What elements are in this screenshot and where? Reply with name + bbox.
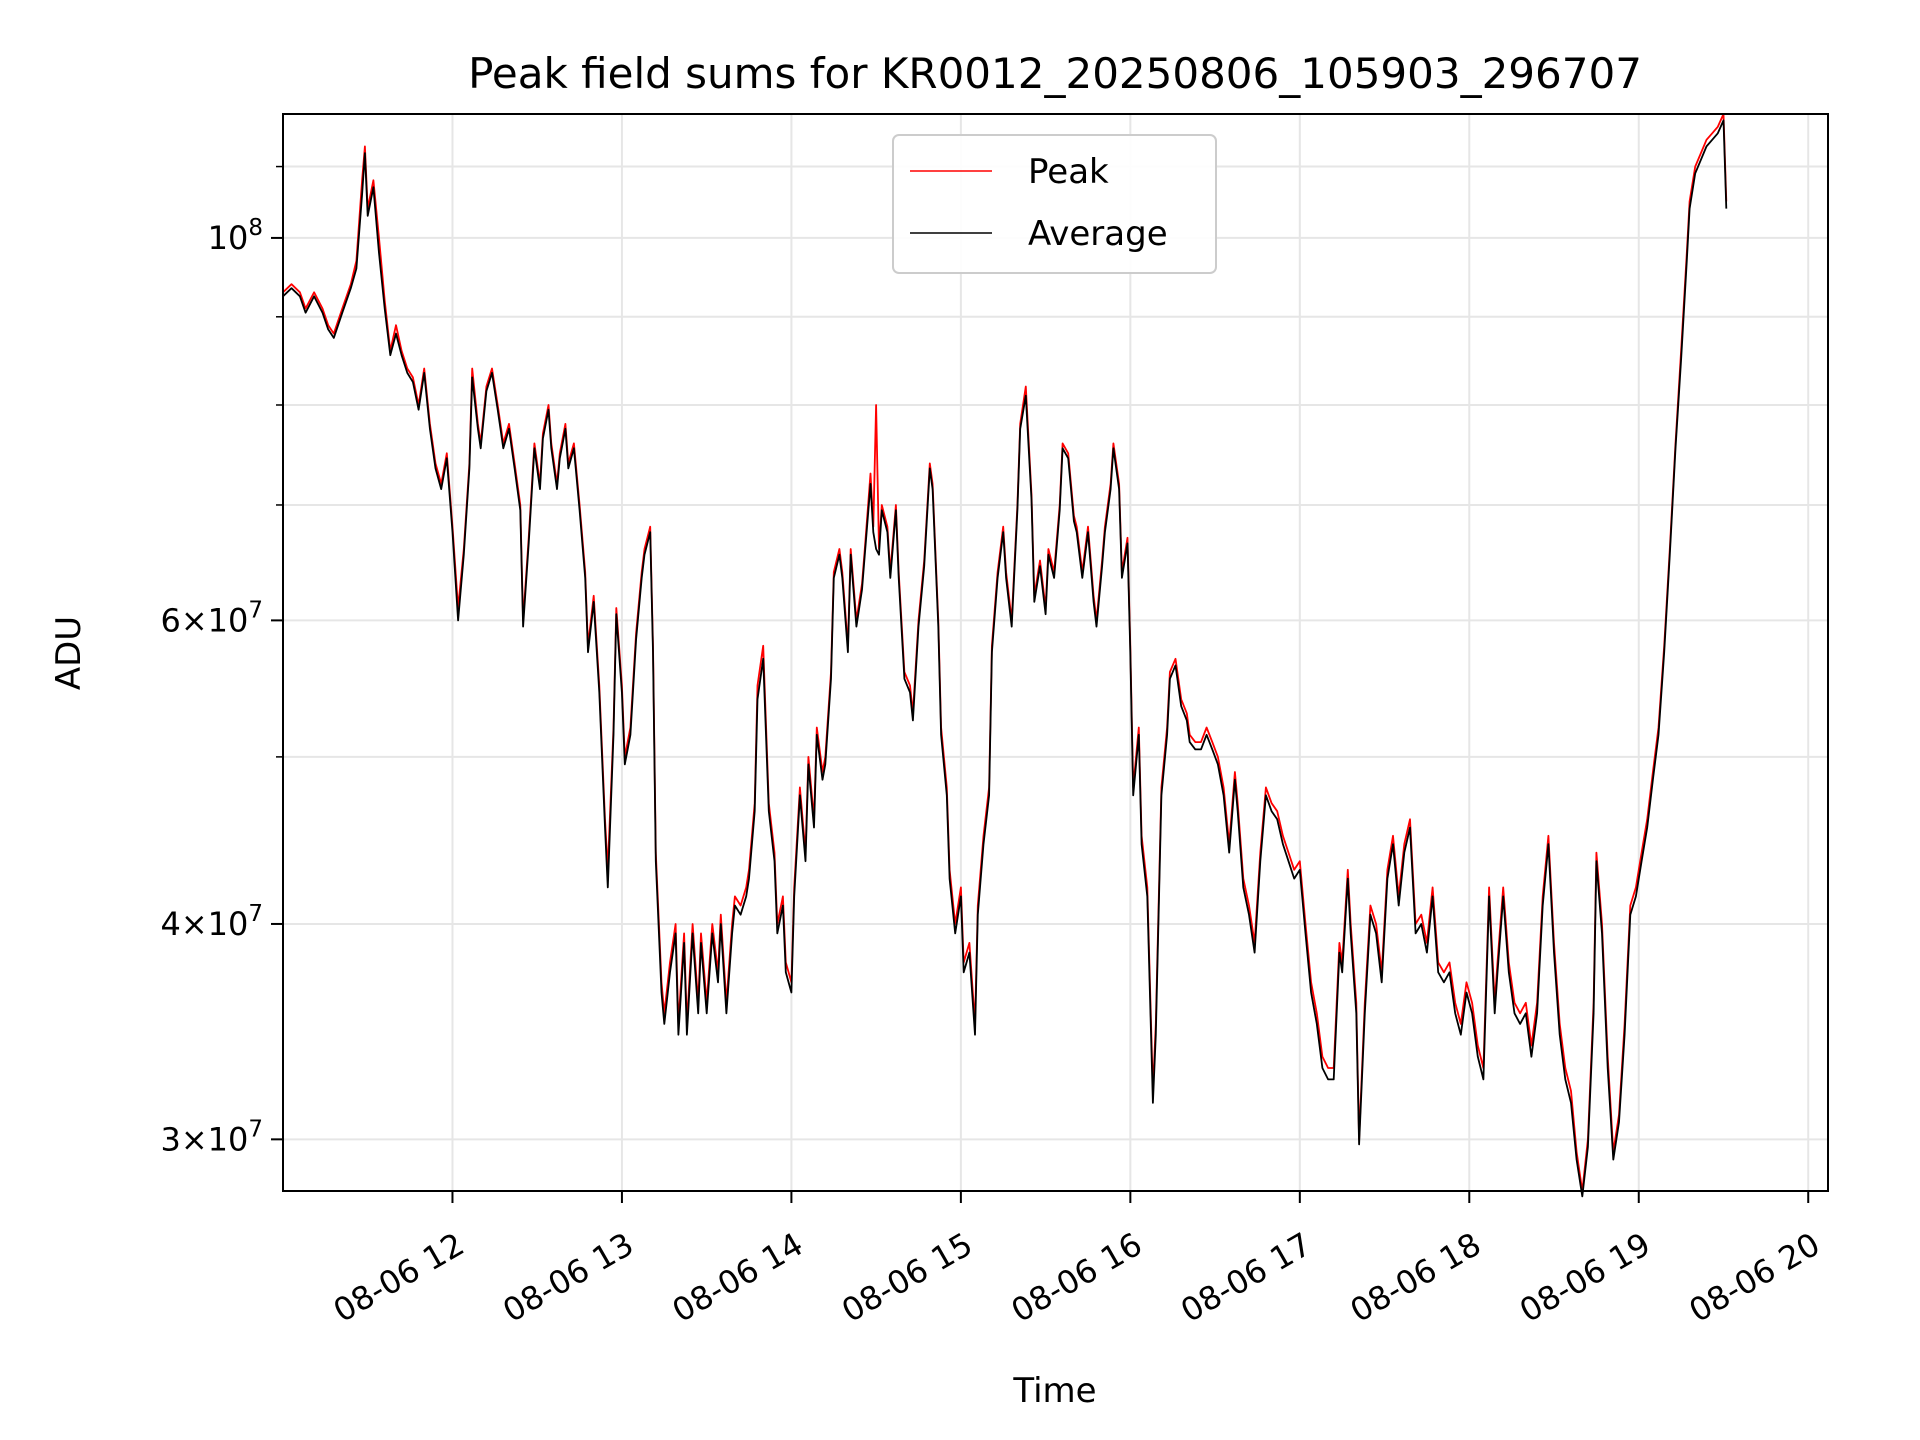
legend-box (892, 134, 1217, 274)
x-axis-title: Time (1012, 1371, 1096, 1411)
y-axis: 108 6×107 4×107 3×107 (160, 165, 283, 1158)
legend-label-peak: Peak (1028, 152, 1109, 192)
y-tick-label: 6×107 (160, 597, 263, 639)
plot-frame (282, 113, 1829, 1192)
chart-title: Peak field sums for KR0012_20250806_1059… (468, 49, 1642, 98)
y-tick-label: 3×107 (160, 1116, 263, 1158)
series-layer (282, 113, 1728, 1198)
y-tick-label: 4×107 (160, 901, 263, 943)
legend-label-average: Average (1028, 214, 1168, 254)
y-axis-title: ADU (49, 616, 89, 690)
series-line-average (282, 119, 1728, 1198)
legend: Peak Average (892, 134, 1217, 274)
y-tick-label: 108 (208, 215, 263, 257)
